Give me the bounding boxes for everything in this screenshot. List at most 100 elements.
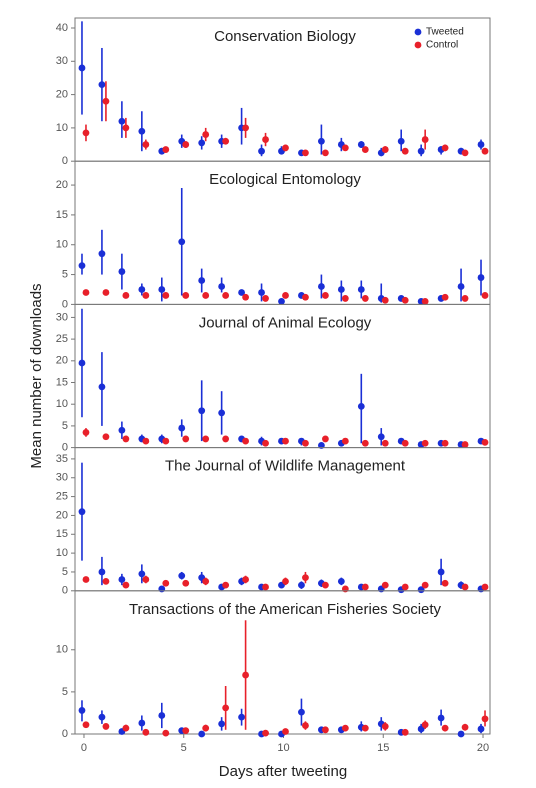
point [198,730,206,738]
x-tick-label: 10 [277,742,289,754]
x-tick-label: 0 [81,742,87,754]
y-tick-label: 20 [56,509,68,521]
y-tick-label: 25 [56,333,68,345]
point [222,581,230,589]
point [142,437,150,445]
point [82,129,90,137]
point [401,439,409,447]
point [302,574,309,582]
point [337,577,345,585]
point [322,726,329,734]
point [318,283,325,290]
point [78,262,86,270]
point [341,724,349,732]
point [361,146,369,153]
panel-title: Conservation Biology [214,28,356,45]
y-tick-label: 10 [56,644,68,656]
point [138,570,146,578]
y-tick-label: 30 [56,311,68,323]
point [198,139,206,147]
point [417,725,425,733]
point [477,274,485,281]
point [262,729,269,737]
point [357,141,365,148]
legend-label: Tweeted [426,27,464,38]
point [142,576,150,583]
point [78,359,86,367]
point [122,724,130,732]
point [198,407,206,415]
y-tick-label: 10 [56,547,68,559]
point [381,439,389,447]
point [82,289,90,296]
x-axis-label: Days after tweeting [219,763,347,780]
point [381,723,389,730]
point [162,579,170,587]
y-tick-label: 5 [62,268,68,280]
point [182,727,190,735]
point [138,127,146,135]
point [182,141,190,148]
point [218,283,226,290]
point [421,298,429,305]
point [78,508,86,516]
panel-title: Transactions of the American Fisheries S… [129,601,442,618]
point [78,707,86,714]
point [461,441,469,448]
point [202,577,210,585]
legend-marker [414,41,422,49]
y-tick-label: 15 [56,209,68,221]
point [222,435,230,443]
point [381,581,389,589]
point [262,439,269,447]
point [142,141,150,148]
point [162,146,170,153]
point [242,124,249,132]
point [98,250,106,258]
point [361,724,369,732]
point [401,147,409,155]
y-tick-label: 25 [56,490,68,502]
y-tick-label: 30 [56,55,68,67]
y-tick-label: 5 [62,686,68,698]
point [361,583,369,591]
point [238,713,245,721]
y-tick-label: 0 [62,728,68,740]
point [78,64,86,72]
point [381,296,389,304]
point [322,435,329,443]
series [82,620,489,737]
point [381,146,389,153]
point [158,286,166,293]
y-tick-label: 30 [56,472,68,484]
point [377,433,385,441]
point [322,292,329,299]
y-tick-label: 20 [56,179,68,191]
point [258,147,265,155]
point [202,724,210,732]
y-tick-label: 5 [62,566,68,578]
point [322,581,329,589]
point [441,439,449,447]
point [302,722,309,729]
point [282,292,289,299]
point [102,723,110,730]
point [122,435,130,443]
point [298,708,305,716]
point [118,117,126,125]
point [282,577,289,585]
x-tick-label: 20 [477,742,489,754]
point [242,576,249,583]
y-tick-label: 15 [56,528,68,540]
series [78,188,485,305]
point [198,277,206,284]
point [218,720,226,728]
point [142,292,150,299]
point [298,581,305,589]
point [421,136,429,143]
point [461,149,469,157]
point [118,268,126,275]
point [322,149,329,157]
point [102,289,110,296]
